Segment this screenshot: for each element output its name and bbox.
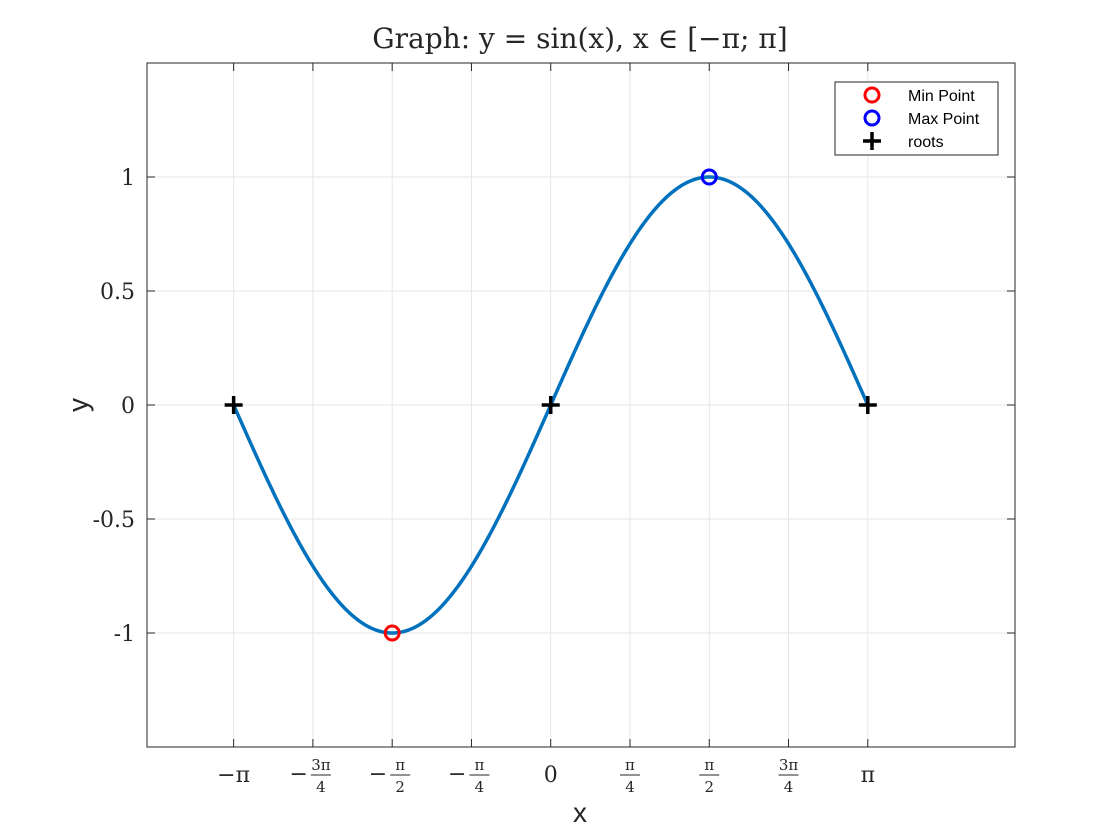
x-tick-label-denominator: 4 xyxy=(784,778,794,796)
x-tick-label: −π xyxy=(217,763,250,788)
legend-min-point-marker xyxy=(863,86,881,104)
y-tick-labels: 1 0.5 0 -0.5 -1 xyxy=(93,166,135,647)
x-tick-label-numerator: π xyxy=(704,756,714,774)
grid xyxy=(147,63,1015,747)
y-tick-label: 0.5 xyxy=(100,280,135,305)
legend-min-point-label: Min Point xyxy=(908,88,975,105)
legend-max-point-marker xyxy=(863,109,881,127)
x-tick-label-sign: − xyxy=(448,762,466,787)
x-tick-label: −3π 4 xyxy=(289,756,331,796)
x-tick-label-sign: − xyxy=(289,762,307,787)
min-point-marker xyxy=(383,624,401,642)
y-tick-label: -1 xyxy=(114,622,135,647)
x-tick-label-numerator: π xyxy=(395,756,405,774)
markers-group xyxy=(224,168,877,642)
x-tick-label: π4 xyxy=(619,756,640,796)
x-tick-label: π2 xyxy=(699,756,720,796)
x-tick-label-denominator: 4 xyxy=(625,778,635,796)
x-tick-label: 3π4 xyxy=(778,756,799,796)
roots-marker xyxy=(224,396,243,414)
x-tick-label-denominator: 4 xyxy=(475,778,485,796)
x-tick-label-numerator: π xyxy=(475,756,485,774)
x-tick-label-denominator: 2 xyxy=(704,778,714,796)
x-tick-label-numerator: π xyxy=(625,756,635,774)
x-tick-label: π xyxy=(861,763,875,788)
y-tick-label: 1 xyxy=(121,166,135,191)
x-tick-label-denominator: 2 xyxy=(395,778,405,796)
x-tick-label-numerator: 3π xyxy=(311,756,331,774)
y-axis-label: y xyxy=(62,398,93,412)
roots-marker xyxy=(541,396,560,414)
tick-marks xyxy=(147,63,1015,747)
legend-roots-marker xyxy=(863,132,881,150)
legend-roots-label: roots xyxy=(908,134,944,151)
legend-max-point-label: Max Point xyxy=(908,111,980,128)
max-point-marker xyxy=(700,168,718,186)
x-tick-label-numerator: 3π xyxy=(779,756,799,774)
x-tick-label: − π 4 xyxy=(448,756,490,796)
x-axis-label: x xyxy=(573,797,587,828)
y-tick-label: -0.5 xyxy=(93,508,135,533)
legend: Min Point Max Point roots xyxy=(834,81,999,156)
chart-title: Graph: y = sin(x), x ∈ [−π; π] xyxy=(372,22,787,55)
x-tick-label-denominator: 4 xyxy=(316,778,326,796)
x-tick-label: − π 2 xyxy=(369,756,411,796)
roots-marker xyxy=(858,396,877,414)
legend-box xyxy=(834,81,999,156)
y-tick-label: 0 xyxy=(121,394,135,419)
x-tick-label-sign: − xyxy=(369,762,387,787)
x-tick-label: 0 xyxy=(544,763,558,788)
